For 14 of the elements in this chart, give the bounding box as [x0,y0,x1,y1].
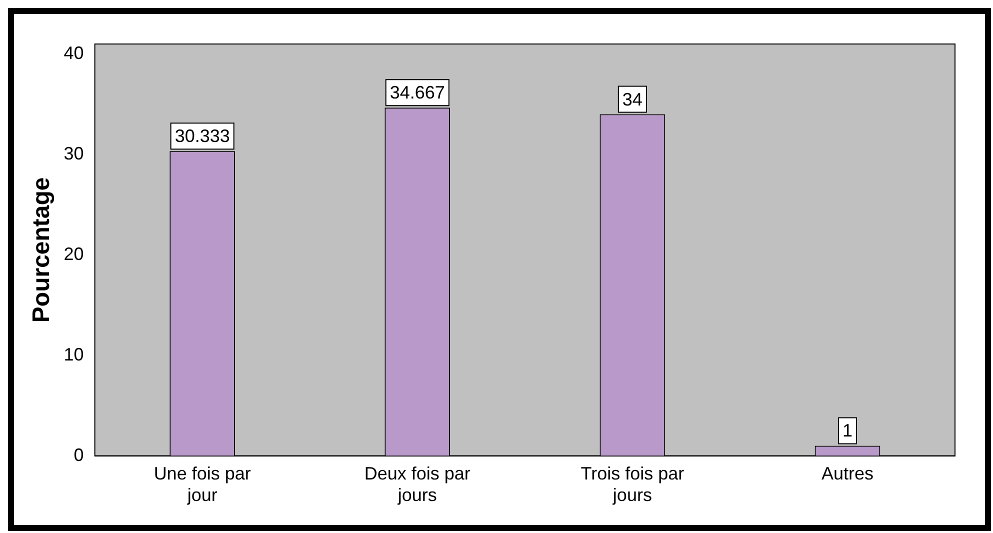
data-label: 34.667 [390,82,445,103]
y-tick-label: 20 [64,244,84,264]
y-tick-label: 40 [64,43,84,64]
y-tick-label: 30 [64,143,84,164]
x-tick-label: Deux fois par jours [364,464,470,506]
data-label: 30.333 [174,126,230,146]
y-tick-label: 10 [64,344,84,364]
y-axis-title: Pourcentage [28,177,56,323]
data-label: 34 [622,89,642,110]
data-label: 1 [842,420,852,441]
x-tick-label: Une fois par jour [154,464,251,506]
x-tick-label: Trois fois par jours [580,464,684,506]
y-tick-label: 0 [74,444,84,465]
x-tick-label: Autres [821,464,874,484]
